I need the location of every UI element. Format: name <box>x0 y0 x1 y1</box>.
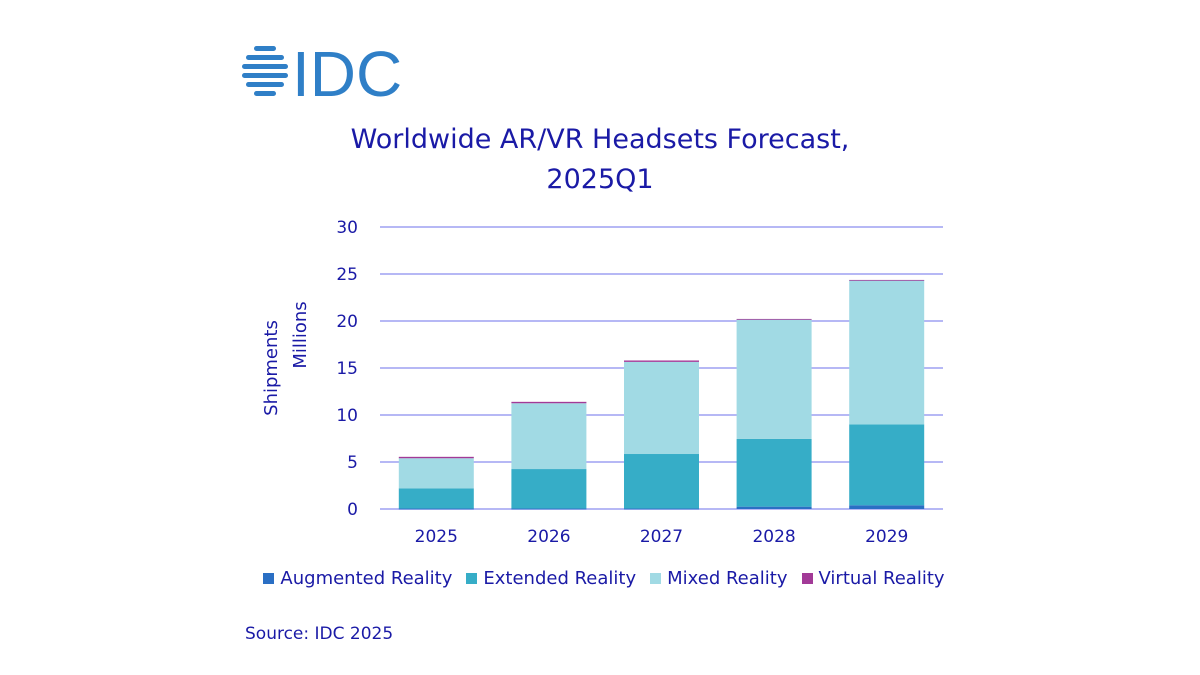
x-tick-label: 2025 <box>415 527 458 547</box>
legend-item: Virtual Reality <box>801 568 945 589</box>
bar-extended-reality-2026 <box>511 469 587 509</box>
bar-extended-reality-2027 <box>624 454 699 509</box>
legend-label: Augmented Reality <box>280 568 453 589</box>
bar-virtual-reality-2025 <box>398 456 474 459</box>
y-tick-label: 25 <box>336 265 358 285</box>
legend: Augmented Reality Extended Reality Mixed R… <box>0 568 1200 589</box>
bar-mixed-reality-2029 <box>849 280 925 425</box>
y-tick-label: 5 <box>347 453 358 473</box>
y-axis-label-line1: Shipments <box>261 320 282 416</box>
idc-logo: IDC <box>242 44 402 100</box>
bar-virtual-reality-2026 <box>511 401 587 404</box>
bar-virtual-reality-2028 <box>736 318 812 320</box>
bar-virtual-reality-2029 <box>849 279 925 281</box>
y-tick-label: 15 <box>336 359 358 379</box>
bar-mixed-reality-2028 <box>736 319 812 439</box>
chart-title-line1: Worldwide AR/VR Headsets Forecast, <box>350 124 850 155</box>
legend-swatch <box>466 573 478 584</box>
legend-swatch <box>801 573 813 584</box>
y-tick-label: 10 <box>336 406 358 426</box>
bar-extended-reality-2025 <box>398 488 474 509</box>
legend-swatch <box>263 573 275 584</box>
bar-extended-reality-2028 <box>736 438 812 507</box>
chart-title-line2: 2025Q1 <box>546 164 654 195</box>
svg-text:IDC: IDC <box>292 44 402 100</box>
legend-label: Mixed Reality <box>667 568 788 589</box>
x-tick-label: 2026 <box>527 527 570 547</box>
legend-label: Virtual Reality <box>818 568 945 589</box>
y-tick-label: 30 <box>336 218 358 238</box>
bar-augmented-reality-2026 <box>511 508 587 510</box>
bar-augmented-reality-2028 <box>736 506 812 509</box>
bar-augmented-reality-2027 <box>624 508 699 510</box>
bar-extended-reality-2029 <box>849 424 925 506</box>
legend-item: Extended Reality <box>466 568 636 589</box>
y-tick-label: 20 <box>336 312 358 332</box>
x-tick-label: 2029 <box>865 527 908 547</box>
legend-item: Mixed Reality <box>650 568 788 589</box>
legend-swatch <box>650 573 662 584</box>
bar-mixed-reality-2026 <box>511 403 587 470</box>
x-tick-label: 2028 <box>752 527 795 547</box>
bar-augmented-reality-2025 <box>398 508 474 510</box>
y-axis-label-line2: Millions <box>290 301 311 368</box>
legend-label: Extended Reality <box>483 568 637 589</box>
source-note: Source: IDC 2025 <box>245 624 394 644</box>
x-tick-label: 2027 <box>640 527 683 547</box>
bar-mixed-reality-2027 <box>624 361 699 455</box>
legend-item: Augmented Reality <box>263 568 452 589</box>
bar-augmented-reality-2029 <box>849 505 925 509</box>
bar-virtual-reality-2027 <box>624 360 699 362</box>
bar-mixed-reality-2025 <box>398 458 474 489</box>
y-tick-label: 0 <box>347 500 358 520</box>
